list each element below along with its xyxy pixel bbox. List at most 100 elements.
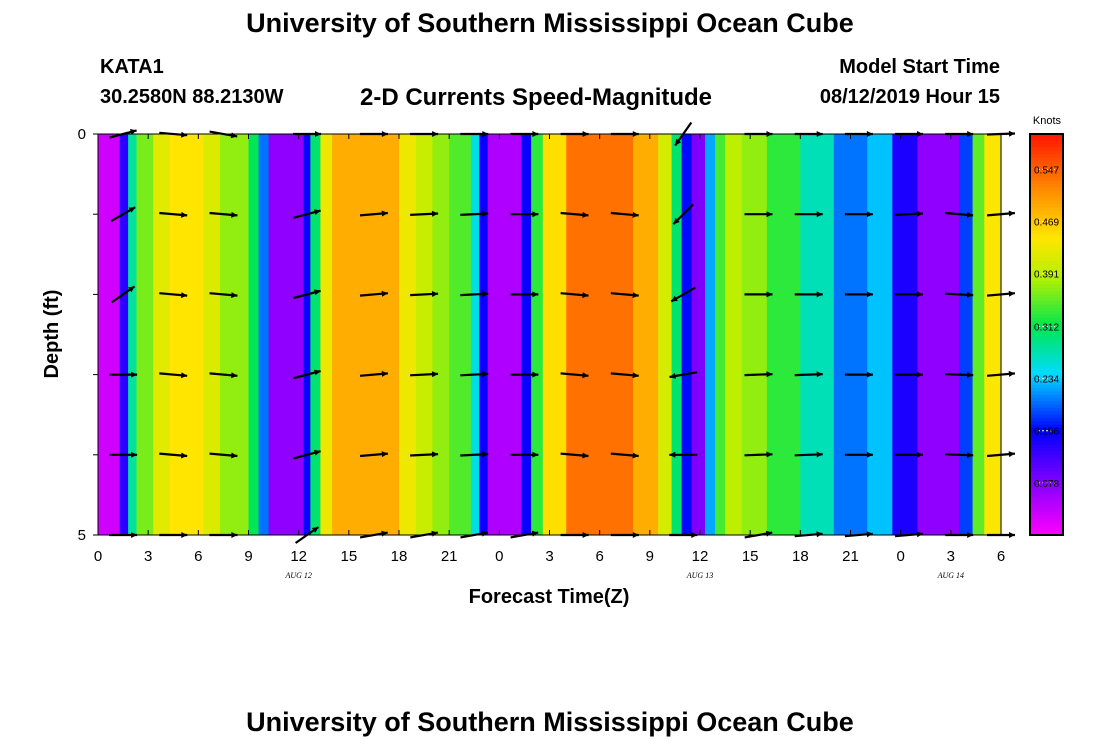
current-vector-head — [766, 291, 773, 298]
colorbar-segment — [1030, 160, 1063, 165]
colorbar-segment — [1030, 471, 1063, 476]
colorbar-unit: Knots — [1033, 115, 1062, 127]
current-vector-head — [127, 286, 135, 293]
current-vector-head — [766, 451, 773, 458]
colorbar-segment — [1030, 491, 1063, 496]
heatmap-cell — [258, 134, 270, 535]
current-vector-head — [130, 129, 137, 135]
current-vector-head — [482, 291, 489, 297]
colorbar-segment — [1030, 214, 1063, 219]
colorbar-segment — [1030, 514, 1063, 519]
colorbar-segment — [1030, 524, 1063, 529]
current-vector-head — [866, 211, 873, 218]
heatmap-cell — [892, 134, 918, 535]
heatmap-cell — [332, 134, 400, 535]
heatmap-cell — [531, 134, 544, 535]
current-vector-head — [673, 217, 680, 225]
current-vector-head — [431, 210, 439, 217]
heatmap-cell — [310, 134, 321, 535]
heatmap-cell — [248, 134, 260, 535]
station-id: KATA1 — [100, 56, 164, 78]
current-vector-head — [181, 372, 188, 379]
colorbar-segment — [1030, 481, 1063, 486]
x-tick-label: 21 — [441, 548, 458, 565]
heatmap-cells — [98, 134, 1002, 535]
heatmap-cell — [119, 134, 129, 535]
colorbar-segment — [1030, 357, 1063, 362]
current-vector-head — [381, 210, 388, 217]
heatmap-cell — [98, 134, 121, 535]
current-vector-head — [916, 531, 923, 538]
current-vector-head — [314, 369, 321, 376]
colorbar-segment — [1030, 301, 1063, 306]
heatmap-cell — [268, 134, 305, 535]
colorbar-segment — [1030, 137, 1063, 142]
colorbar-segment — [1030, 184, 1063, 189]
colorbar-segment — [1030, 454, 1063, 459]
current-vector-head — [311, 527, 319, 533]
heatmap-cell — [917, 134, 960, 535]
date-label: AUG 14 — [937, 571, 964, 580]
heatmap-cell — [153, 134, 171, 535]
colorbar-segment — [1030, 240, 1063, 245]
page-title: University of Southern Mississippi Ocean… — [246, 8, 854, 38]
y-axis-label: Depth (ft) — [41, 290, 63, 379]
current-vector-head — [532, 211, 539, 218]
x-tick-label: 9 — [244, 548, 252, 565]
colorbar-segment — [1030, 277, 1063, 282]
current-vector-head — [381, 451, 388, 458]
current-vector-head — [1008, 370, 1015, 377]
current-vector-head — [231, 292, 238, 299]
colorbar-segment — [1030, 377, 1063, 382]
current-vector-head — [431, 451, 439, 458]
current-vector-head — [916, 210, 923, 217]
current-vector-head — [128, 207, 136, 213]
colorbar-segment — [1030, 307, 1063, 312]
colorbar-segment — [1030, 200, 1063, 205]
colorbar-segment — [1030, 220, 1063, 225]
colorbar-segment — [1030, 230, 1063, 235]
colorbar-segment — [1030, 294, 1063, 299]
colorbar-segment — [1030, 431, 1063, 436]
colorbar-segment — [1030, 314, 1063, 319]
current-vector-head — [231, 452, 238, 459]
heatmap-cell — [671, 134, 683, 535]
colorbar-segment — [1030, 321, 1063, 326]
current-vector-head — [1008, 130, 1015, 137]
colorbar-segment — [1030, 177, 1063, 182]
heatmap-cell — [867, 134, 893, 535]
colorbar-tick-label: 0.234 — [1034, 375, 1059, 386]
colorbar-segment — [1030, 291, 1063, 295]
colorbar-segment — [1030, 504, 1063, 509]
heatmap-cell — [399, 134, 417, 535]
y-axis: 05 — [78, 126, 98, 544]
model-start-time: 08/12/2019 Hour 15 — [819, 86, 1000, 108]
colorbar-segment — [1030, 424, 1063, 429]
colorbar-segment — [1030, 441, 1063, 446]
current-vector-head — [181, 292, 188, 299]
colorbar-segment — [1030, 170, 1063, 175]
current-vector-head — [632, 372, 639, 379]
colorbar-segment — [1030, 418, 1063, 422]
current-vector-head — [582, 211, 589, 218]
y-tick-label: 0 — [78, 126, 86, 143]
x-tick-label: 0 — [896, 548, 904, 565]
colorbar-segment — [1030, 247, 1063, 252]
current-vector-head — [967, 371, 974, 378]
colorbar-segment — [1030, 394, 1063, 399]
colorbar-segment — [1030, 250, 1063, 255]
current-vector-head — [917, 371, 923, 378]
model-start-label: Model Start Time — [839, 56, 1000, 78]
colorbar-segment — [1030, 194, 1063, 199]
colorbar-segment — [1030, 404, 1063, 409]
colorbar-segment — [1030, 341, 1063, 346]
current-vector-head — [632, 452, 639, 459]
colorbar-segment — [1030, 227, 1063, 232]
x-tick-label: 6 — [595, 548, 603, 565]
colorbar-tick-label: 0.078 — [1034, 479, 1059, 490]
x-tick-label: 15 — [340, 548, 357, 565]
colorbar-segment — [1030, 317, 1063, 322]
colorbar-tick-label: 0.391 — [1034, 270, 1059, 281]
current-vector-head — [917, 291, 923, 298]
heatmap-cell — [470, 134, 480, 535]
